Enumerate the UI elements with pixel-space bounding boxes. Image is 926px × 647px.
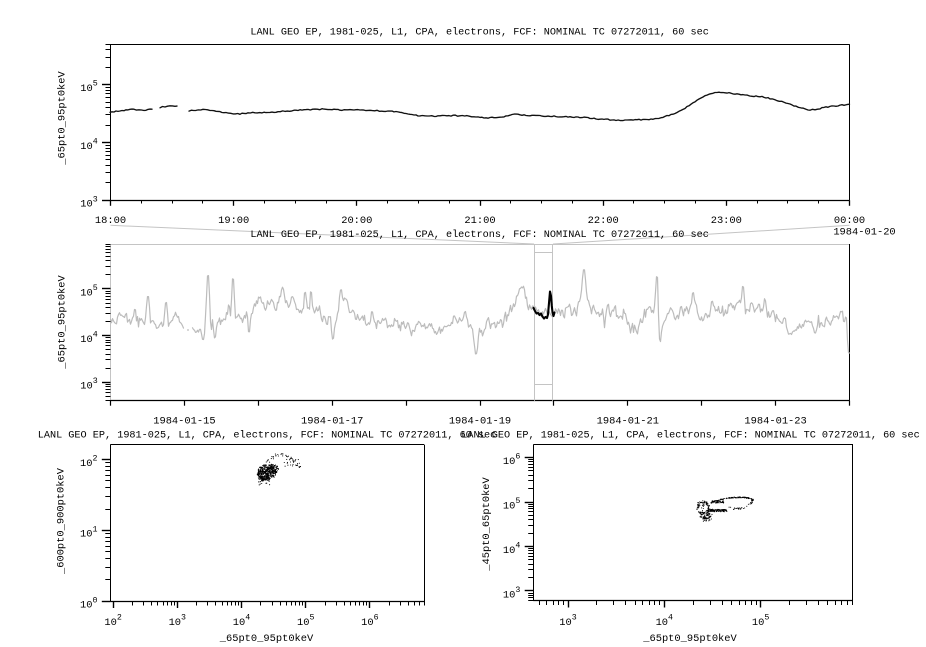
svg-text:_65pt0_95pt0keV: _65pt0_95pt0keV: [57, 274, 69, 369]
svg-text:1984-01-17: 1984-01-17: [301, 416, 363, 428]
svg-text:21:00: 21:00: [464, 215, 495, 227]
svg-text:_45pt0_65pt0keV: _45pt0_65pt0keV: [481, 476, 493, 571]
svg-text:19:00: 19:00: [218, 215, 249, 227]
svg-text:1984-01-20: 1984-01-20: [833, 227, 895, 239]
svg-text:23:00: 23:00: [711, 215, 742, 227]
svg-text:1984-01-21: 1984-01-21: [597, 416, 659, 428]
svg-text:1984-01-19: 1984-01-19: [449, 416, 511, 428]
svg-text:00:00: 00:00: [834, 215, 865, 227]
svg-text:1984-01-15: 1984-01-15: [153, 416, 215, 428]
svg-text:_65pt0_95pt0keV: _65pt0_95pt0keV: [642, 633, 737, 645]
svg-text:_65pt0_95pt0keV: _65pt0_95pt0keV: [219, 633, 314, 645]
svg-text:20:00: 20:00: [341, 215, 372, 227]
svg-text:_600pt0_900pt0keV: _600pt0_900pt0keV: [56, 467, 68, 575]
svg-text:1984-01-23: 1984-01-23: [744, 416, 806, 428]
svg-text:LANL GEO EP, 1981-025, L1, CPA: LANL GEO EP, 1981-025, L1, CPA, electron…: [250, 27, 709, 39]
svg-text:LANL GEO EP, 1981-025, L1, CPA: LANL GEO EP, 1981-025, L1, CPA, electron…: [461, 429, 920, 441]
svg-text:LANL GEO EP, 1981-025, L1, CPA: LANL GEO EP, 1981-025, L1, CPA, electron…: [250, 229, 709, 241]
svg-text:_65pt0_95pt0keV: _65pt0_95pt0keV: [57, 70, 69, 165]
svg-text:22:00: 22:00: [588, 215, 619, 227]
svg-text:18:00: 18:00: [95, 215, 126, 227]
svg-text:LANL GEO EP, 1981-025, L1, CPA: LANL GEO EP, 1981-025, L1, CPA, electron…: [38, 429, 497, 441]
